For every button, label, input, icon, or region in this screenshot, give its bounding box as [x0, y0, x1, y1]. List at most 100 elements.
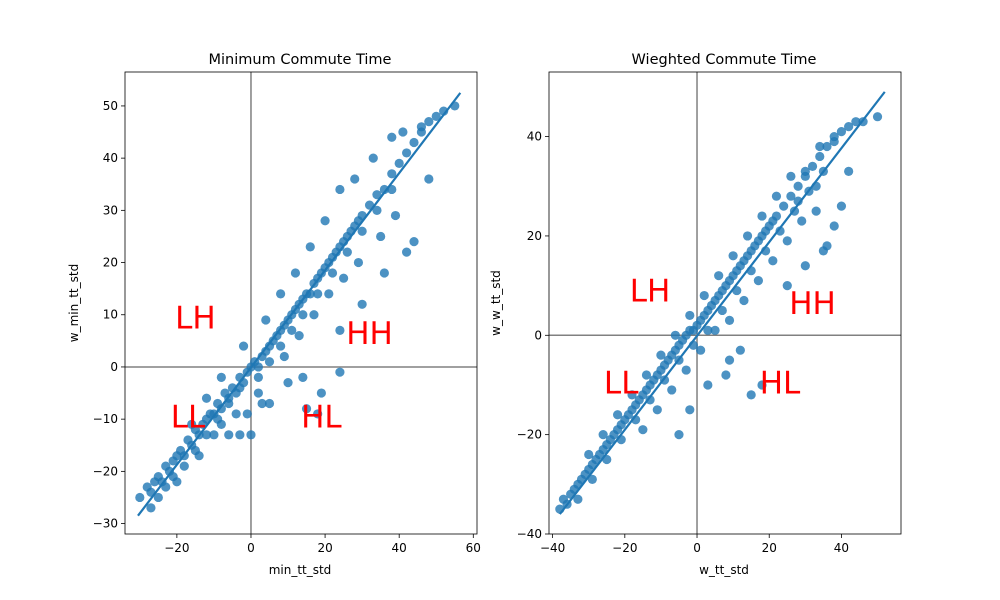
data-point [309, 310, 319, 320]
y-tick-label: −10 [93, 412, 118, 426]
data-point [638, 425, 648, 435]
data-point [753, 276, 763, 286]
data-point [652, 405, 662, 415]
data-point [387, 132, 397, 142]
data-point [305, 242, 315, 252]
data-point [264, 357, 275, 367]
data-point [298, 372, 308, 382]
data-point [844, 166, 854, 176]
plot-inner [125, 72, 477, 534]
data-point [717, 305, 727, 316]
data-point [235, 430, 245, 440]
data-point [276, 341, 286, 351]
data-point [372, 190, 382, 200]
data-point [379, 184, 389, 195]
data-point [335, 367, 345, 377]
data-point [587, 474, 597, 484]
data-point [724, 315, 735, 325]
data-point [815, 141, 825, 152]
data-point [324, 289, 334, 299]
y-tick-label: 40 [103, 151, 118, 165]
y-tick-label: 30 [103, 203, 118, 217]
data-point [301, 404, 312, 414]
data-point [681, 365, 691, 375]
data-point [724, 355, 735, 365]
data-point [231, 409, 241, 419]
x-tick-label: 0 [247, 541, 255, 555]
data-point [424, 116, 434, 127]
data-point [276, 289, 286, 299]
data-point [742, 231, 753, 241]
data-point [264, 398, 275, 409]
data-point [320, 216, 330, 226]
data-point [409, 137, 419, 148]
data-point [829, 131, 839, 142]
data-point [771, 191, 782, 201]
quadrant-label: HL [760, 365, 801, 401]
data-point [721, 370, 731, 380]
y-tick-label: −40 [517, 527, 542, 541]
data-point [667, 385, 677, 395]
data-point [757, 380, 767, 390]
y-tick-label: 50 [103, 99, 118, 113]
x-tick-label: −20 [612, 541, 637, 555]
data-point [242, 409, 252, 419]
data-point [811, 206, 821, 216]
data-point [746, 390, 756, 400]
data-point [703, 325, 713, 335]
data-point [261, 315, 271, 325]
data-point [146, 503, 156, 513]
data-point [201, 430, 212, 440]
data-point [573, 494, 583, 504]
data-point [394, 158, 404, 168]
data-point [353, 257, 364, 268]
data-point [350, 174, 360, 184]
data-point [800, 166, 810, 176]
data-point [558, 494, 569, 504]
data-point [836, 201, 847, 211]
data-point [818, 246, 828, 256]
data-point [253, 362, 263, 372]
data-point [298, 310, 308, 320]
chart-minimum-commute: Minimum Commute Time LH HH LL HL −20 0 20 40 60 −… [67, 52, 481, 577]
data-point [645, 395, 655, 405]
y-tick-label: 20 [527, 229, 542, 243]
data-point [216, 419, 226, 429]
x-axis-label: min_tt_std [269, 563, 332, 577]
chart-weighted-commute: Wieghted Commute Time LH HH LL HL −40 −20 0 20 4… [489, 52, 902, 577]
y-tick-label: −20 [93, 464, 118, 478]
data-point [793, 181, 803, 191]
data-point [153, 492, 163, 503]
data-point [703, 380, 713, 390]
data-point [424, 174, 434, 184]
data-point [612, 410, 623, 420]
data-point [313, 289, 323, 299]
y-tick-label: −20 [517, 428, 542, 442]
data-point [238, 341, 249, 351]
data-point [224, 430, 234, 440]
data-point [872, 112, 883, 122]
x-tick-label: 20 [762, 541, 777, 555]
data-point [379, 268, 389, 278]
data-point [372, 205, 382, 215]
data-point [782, 236, 792, 246]
data-point [829, 221, 839, 231]
data-point [822, 141, 832, 152]
data-point [339, 273, 349, 283]
data-point [735, 345, 745, 355]
data-point [836, 127, 847, 137]
data-point [216, 372, 226, 382]
plot-area: LH HH LL HL −20 0 20 40 60 −30 −20 −10 0 10 20 30 40 50 [93, 71, 481, 555]
data-point [431, 111, 441, 121]
y-tick-label: −30 [93, 517, 118, 531]
quadrant-label: HH [789, 286, 836, 322]
data-point [416, 122, 427, 132]
quadrant-label: HH [346, 316, 393, 352]
regression-line [137, 92, 462, 517]
data-point [627, 390, 637, 400]
x-tick-label: −40 [540, 541, 565, 555]
data-point [283, 378, 293, 388]
regression-line [558, 91, 886, 515]
data-point [398, 127, 408, 137]
data-point [710, 325, 720, 335]
